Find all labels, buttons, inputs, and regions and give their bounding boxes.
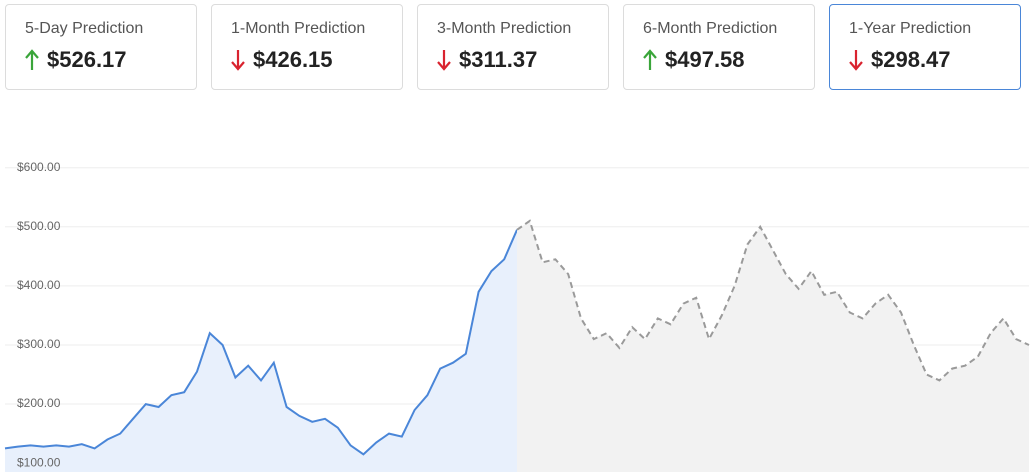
card-row: $526.17 — [25, 47, 196, 73]
prediction-cards: 5-Day Prediction $526.17 1-Month Predictio… — [5, 4, 1021, 90]
card-price: $426.15 — [253, 47, 333, 72]
y-tick-label: $400.00 — [17, 278, 61, 292]
prediction-card[interactable]: 3-Month Prediction $311.37 — [417, 4, 609, 90]
card-row: $497.58 — [643, 47, 814, 73]
card-price: $298.47 — [871, 47, 951, 72]
card-price: $497.58 — [665, 47, 745, 72]
series-line — [4, 229, 518, 456]
area — [5, 229, 517, 472]
arrow — [643, 49, 657, 70]
prediction-card[interactable]: 1-Month Prediction $426.15 — [211, 4, 403, 90]
area — [517, 220, 1029, 472]
card-label: 1-Month Prediction — [231, 20, 366, 37]
card-row: $426.15 — [231, 47, 402, 73]
prediction-card[interactable]: 6-Month Prediction $497.58 — [623, 4, 815, 90]
card-price: $311.37 — [459, 47, 538, 72]
arrow-icon — [643, 49, 657, 70]
y-tick-label: $500.00 — [17, 219, 61, 233]
arrow — [437, 50, 451, 71]
arrow — [849, 50, 863, 71]
card-price: $526.17 — [47, 47, 127, 72]
arrow-icon — [849, 50, 863, 71]
arrow — [231, 50, 245, 71]
y-tick-label: $300.00 — [17, 337, 61, 351]
series-line — [516, 219, 1030, 382]
arrow-icon — [231, 50, 245, 71]
card-label: 6-Month Prediction — [643, 20, 778, 37]
arrow-icon — [25, 49, 39, 70]
arrow-icon — [437, 50, 451, 71]
card-row: $298.47 — [849, 47, 1020, 73]
y-tick-label: $200.00 — [17, 396, 61, 410]
prediction-card[interactable]: 5-Day Prediction $526.17 — [5, 4, 197, 90]
arrow — [25, 49, 39, 70]
card-label: 5-Day Prediction — [25, 20, 144, 37]
card-label: 3-Month Prediction — [437, 20, 572, 37]
y-tick-label: $600.00 — [17, 160, 61, 174]
prediction-card[interactable]: 1-Year Prediction $298.47 — [829, 4, 1021, 90]
card-row: $311.37 — [437, 47, 608, 73]
y-tick-label: $100.00 — [17, 455, 61, 469]
card-label: 1-Year Prediction — [849, 20, 972, 37]
